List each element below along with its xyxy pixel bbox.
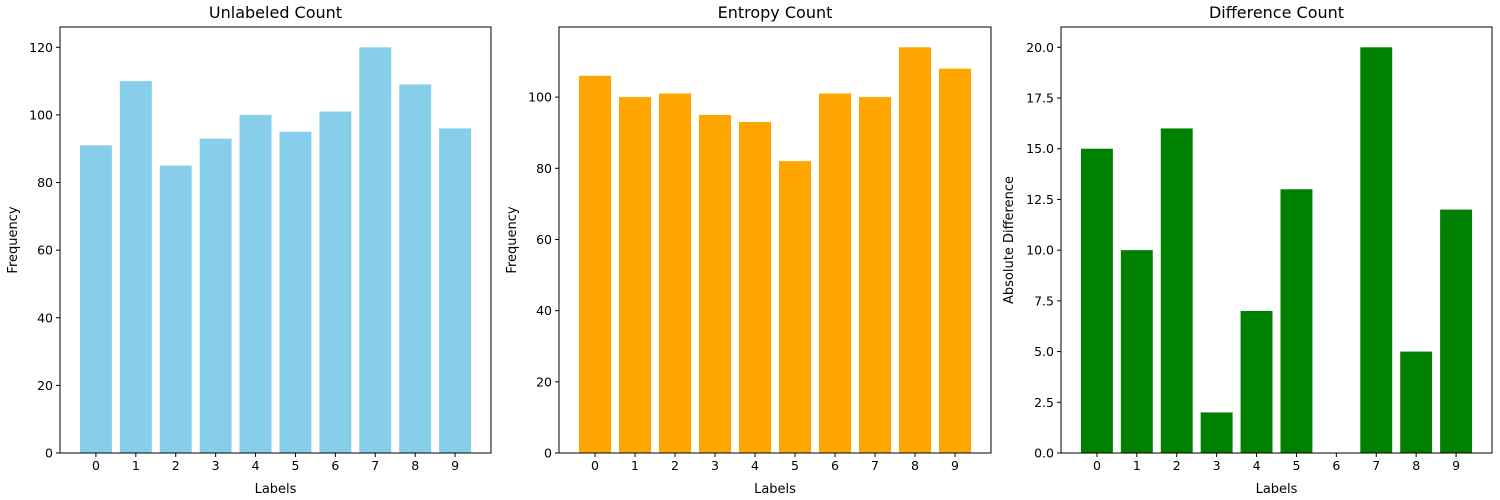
chart-title: Difference Count xyxy=(1209,3,1344,22)
y-tick-label-1: 2.5 xyxy=(1034,395,1054,410)
bar-2 xyxy=(159,165,192,453)
y-tick-label-3: 60 xyxy=(536,232,552,247)
bar-9 xyxy=(939,68,971,453)
x-tick-label-4: 4 xyxy=(252,458,260,473)
bar-0 xyxy=(579,75,611,453)
y-tick-label-0: 0.0 xyxy=(1034,446,1054,461)
plot-frame xyxy=(1060,26,1493,454)
x-tick-label-9: 9 xyxy=(451,458,459,473)
y-tick-label-1: 20 xyxy=(37,378,53,393)
bar-0 xyxy=(79,145,112,454)
bar-4 xyxy=(239,114,272,454)
x-tick-label-7: 7 xyxy=(371,458,379,473)
x-tick-label-8: 8 xyxy=(911,458,919,473)
x-tick-label-5: 5 xyxy=(791,458,799,473)
y-tick-label-4: 80 xyxy=(536,161,552,176)
bar-6 xyxy=(319,111,352,454)
x-tick-label-4: 4 xyxy=(1253,458,1261,473)
x-axis-label: Labels xyxy=(255,482,297,497)
chart-panel-1: 0 1 2 3 4 5 6 7 8 9 0 20 40 60 80 100 Entropy Count Label… xyxy=(505,3,992,497)
x-tick-label-1: 1 xyxy=(631,458,639,473)
bar-3 xyxy=(1200,412,1233,453)
y-tick-label-4: 80 xyxy=(37,175,53,190)
y-tick-label-5: 100 xyxy=(528,90,552,105)
bar-8 xyxy=(1400,351,1433,453)
y-tick-label-3: 7.5 xyxy=(1034,293,1054,308)
bar-5 xyxy=(1280,189,1313,454)
bar-7 xyxy=(859,97,891,453)
y-tick-label-0: 0 xyxy=(45,446,53,461)
bar-0 xyxy=(1080,148,1113,453)
x-tick-label-2: 2 xyxy=(671,458,679,473)
x-tick-label-0: 0 xyxy=(1093,458,1101,473)
x-tick-label-6: 6 xyxy=(331,458,339,473)
chart-panel-2: 0 1 2 3 4 5 6 7 8 9 0.0 2.5 5.0 7.5 10.0 12.5 15.0 17.5 20… xyxy=(1002,3,1493,497)
chart-title: Entropy Count xyxy=(718,3,833,22)
x-tick-label-9: 9 xyxy=(951,458,959,473)
x-tick-label-4: 4 xyxy=(751,458,759,473)
y-tick-label-6: 120 xyxy=(29,40,53,55)
y-tick-label-2: 40 xyxy=(37,310,53,325)
x-tick-label-1: 1 xyxy=(132,458,140,473)
y-tick-label-5: 12.5 xyxy=(1026,192,1054,207)
x-tick-label-2: 2 xyxy=(172,458,180,473)
bar-6 xyxy=(819,93,851,453)
x-tick-label-2: 2 xyxy=(1173,458,1181,473)
bar-5 xyxy=(779,161,811,454)
bar-2 xyxy=(659,93,691,453)
x-tick-label-7: 7 xyxy=(1372,458,1380,473)
chart-title: Unlabeled Count xyxy=(209,3,342,22)
y-tick-label-2: 40 xyxy=(536,303,552,318)
y-tick-label-6: 15.0 xyxy=(1026,141,1054,156)
y-tick-label-8: 20.0 xyxy=(1026,40,1054,55)
bar-8 xyxy=(399,84,432,453)
x-tick-label-0: 0 xyxy=(92,458,100,473)
x-tick-label-3: 3 xyxy=(1213,458,1221,473)
y-tick-label-3: 60 xyxy=(37,243,53,258)
x-tick-label-5: 5 xyxy=(1292,458,1300,473)
x-axis-label: Labels xyxy=(1256,482,1298,497)
bar-1 xyxy=(619,97,651,453)
y-axis-label: Frequency xyxy=(505,206,520,273)
x-tick-label-7: 7 xyxy=(871,458,879,473)
bar-5 xyxy=(279,131,312,454)
bar-8 xyxy=(899,47,931,454)
chart-panel-0: 0 1 2 3 4 5 6 7 8 9 0 20 40 60 80 100 120 Unlabeled Count… xyxy=(6,3,492,497)
plot-frame xyxy=(558,26,992,454)
bar-2 xyxy=(1160,128,1193,453)
y-tick-label-2: 5.0 xyxy=(1034,344,1054,359)
y-tick-label-4: 10.0 xyxy=(1026,243,1054,258)
y-tick-label-7: 17.5 xyxy=(1026,91,1054,106)
bar-7 xyxy=(359,47,392,454)
bar-1 xyxy=(1120,250,1153,453)
bar-3 xyxy=(199,138,232,454)
bar-4 xyxy=(739,122,771,453)
bar-9 xyxy=(439,128,472,453)
y-tick-label-5: 100 xyxy=(29,107,53,122)
x-tick-label-9: 9 xyxy=(1452,458,1460,473)
bar-9 xyxy=(1440,209,1473,453)
plot-frame xyxy=(59,26,492,454)
x-tick-label-3: 3 xyxy=(212,458,220,473)
x-tick-label-6: 6 xyxy=(1332,458,1340,473)
x-tick-label-5: 5 xyxy=(291,458,299,473)
y-tick-label-1: 20 xyxy=(536,374,552,389)
x-tick-label-0: 0 xyxy=(591,458,599,473)
bar-1 xyxy=(119,81,152,453)
x-tick-label-8: 8 xyxy=(1412,458,1420,473)
x-tick-label-1: 1 xyxy=(1133,458,1141,473)
y-axis-label: Absolute Difference xyxy=(1002,176,1017,304)
y-tick-label-0: 0 xyxy=(544,446,552,461)
x-tick-label-8: 8 xyxy=(411,458,419,473)
y-axis-label: Frequency xyxy=(6,206,21,273)
bar-3 xyxy=(699,114,731,454)
x-tick-label-3: 3 xyxy=(711,458,719,473)
bar-4 xyxy=(1240,311,1273,453)
x-tick-label-6: 6 xyxy=(831,458,839,473)
x-axis-label: Labels xyxy=(754,482,796,497)
bar-7 xyxy=(1360,47,1393,454)
